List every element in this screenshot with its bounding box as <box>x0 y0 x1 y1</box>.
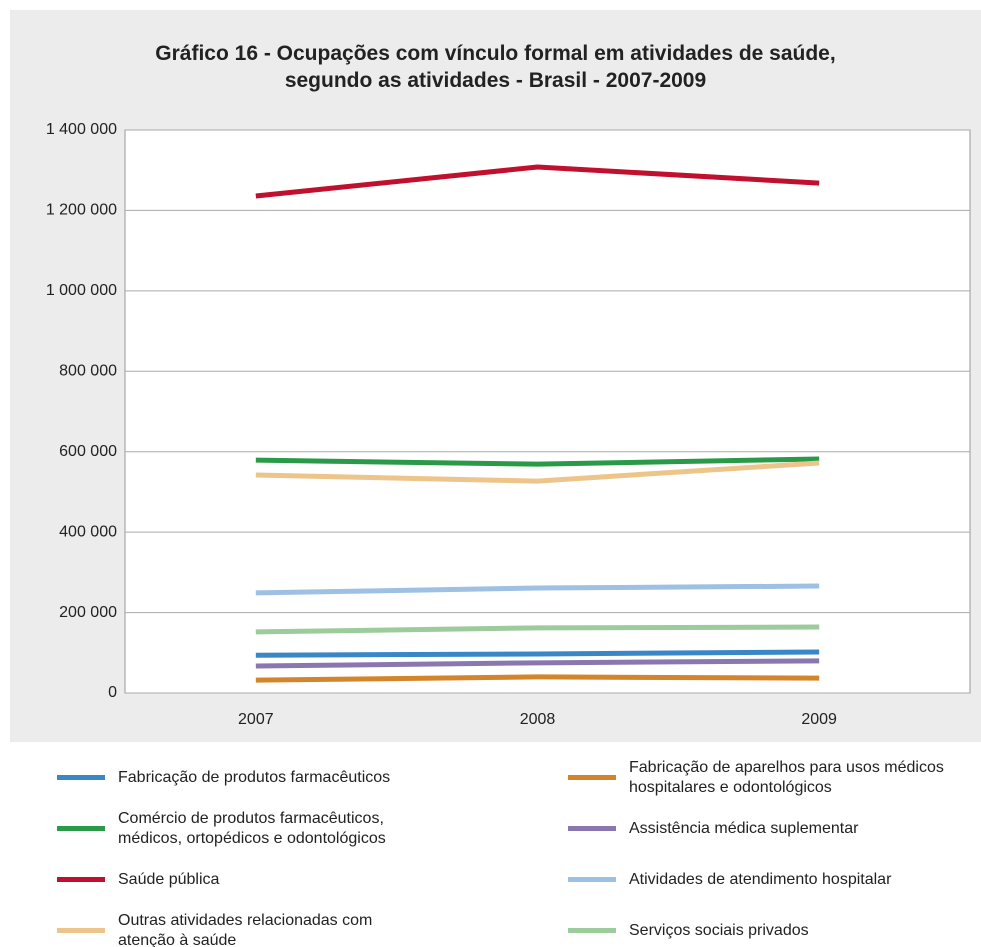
series-line <box>255 658 820 669</box>
legend-label: Saúde pública <box>118 870 220 888</box>
y-tick-label: 1 200 000 <box>46 202 117 219</box>
legend-item: Serviços sociais privados <box>568 905 977 947</box>
y-tick-label: 1 000 000 <box>46 282 117 299</box>
series-line <box>255 164 820 199</box>
legend-swatch <box>57 826 105 831</box>
x-tick-label: 2009 <box>801 711 837 728</box>
legend-swatch <box>568 826 616 831</box>
series-line <box>255 583 820 596</box>
legend: Fabricação de produtos farmacêuticos Fabr… <box>57 752 977 947</box>
series-line <box>255 674 820 683</box>
legend-label: Atividades de atendimento hospitalar <box>629 870 892 888</box>
x-tick-label: 2008 <box>520 711 556 728</box>
legend-label: Serviços sociais privados <box>629 921 809 939</box>
series-line <box>255 624 820 635</box>
plot-area <box>124 129 971 694</box>
y-tick-label: 800 000 <box>59 363 117 380</box>
legend-item: Outras atividades relacionadas com atenç… <box>57 905 568 947</box>
legend-swatch <box>568 928 616 933</box>
x-tick-label: 2007 <box>238 711 274 728</box>
legend-label: Comércio de produtos farmacêuticos, médi… <box>118 809 386 847</box>
y-tick-label: 600 000 <box>59 443 117 460</box>
legend-label: Outras atividades relacionadas com atenç… <box>118 911 373 947</box>
legend-swatch <box>568 877 616 882</box>
title-box: Gráfico 16 - Ocupações com vínculo forma… <box>10 40 981 94</box>
legend-item: Comércio de produtos farmacêuticos, médi… <box>57 803 568 854</box>
legend-item: Fabricação de aparelhos para usos médico… <box>568 752 977 803</box>
legend-label: Assistência médica suplementar <box>629 819 859 837</box>
legend-item: Assistência médica suplementar <box>568 803 977 854</box>
series-line <box>255 456 820 467</box>
y-tick-label: 1 400 000 <box>46 121 117 138</box>
legend-swatch <box>57 928 105 933</box>
y-tick-label: 200 000 <box>59 604 117 621</box>
legend-label: Fabricação de produtos farmacêuticos <box>118 768 391 786</box>
legend-item: Atividades de atendimento hospitalar <box>568 854 977 905</box>
legend-swatch <box>57 877 105 882</box>
series-line <box>255 649 820 658</box>
legend-swatch <box>568 775 616 780</box>
legend-item: Saúde pública <box>57 854 568 905</box>
legend-swatch <box>57 775 105 780</box>
chart-title: Gráfico 16 - Ocupações com vínculo forma… <box>155 42 836 92</box>
legend-label: Fabricação de aparelhos para usos médico… <box>629 758 944 796</box>
y-tick-label: 0 <box>108 684 117 701</box>
y-tick-label: 400 000 <box>59 523 117 540</box>
series-line <box>255 460 820 484</box>
legend-item: Fabricação de produtos farmacêuticos <box>57 752 568 803</box>
